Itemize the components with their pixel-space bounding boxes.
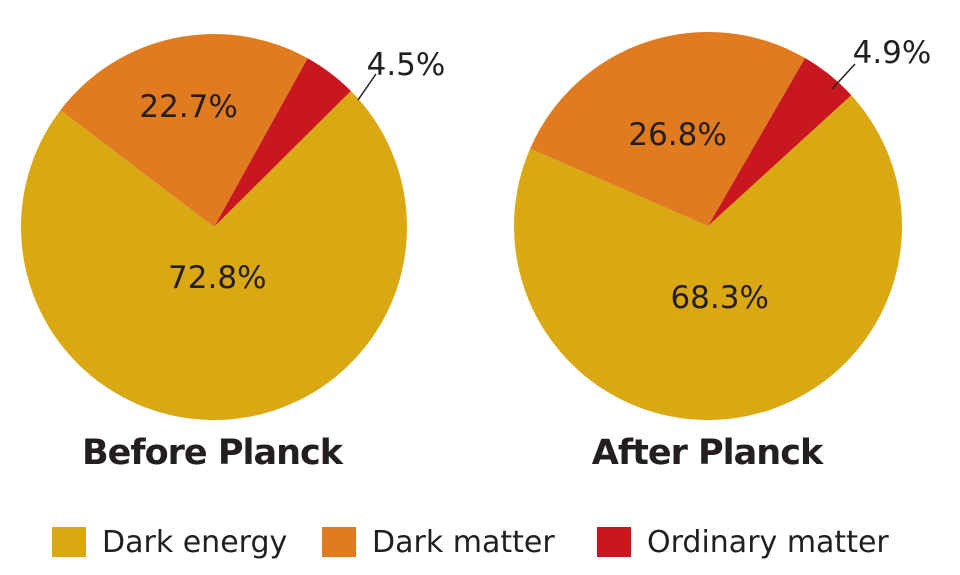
pie-title-after-planck: After Planck — [592, 433, 824, 473]
pie-slice-ordinary-matter — [214, 58, 351, 228]
slice-label-dark-energy: 72.8% — [168, 260, 266, 296]
pie-slice-ordinary-matter — [708, 57, 852, 226]
pie-after-planck: 68.3% 26.8% 4.9% — [513, 32, 932, 421]
legend-item-dark-energy: Dark energy — [52, 512, 287, 572]
leader-line-ordinary-matter — [357, 73, 377, 101]
pie-slice-dark-matter — [60, 33, 308, 227]
legend-swatch-dark-energy — [52, 527, 86, 557]
legend-label-ordinary-matter: Ordinary matter — [647, 524, 889, 560]
slice-label-ordinary-matter: 4.9% — [853, 35, 932, 71]
legend-item-ordinary-matter: Ordinary matter — [597, 512, 889, 572]
pie-title-before-planck: Before Planck — [82, 433, 344, 473]
slice-label-ordinary-matter: 4.5% — [367, 47, 446, 83]
slice-label-dark-matter: 26.8% — [628, 117, 726, 153]
slice-label-dark-energy: 68.3% — [670, 280, 768, 316]
legend-label-dark-matter: Dark matter — [372, 524, 555, 560]
pie-slice-dark-energy — [513, 95, 902, 421]
pie-slice-dark-matter — [530, 32, 805, 226]
slice-label-dark-matter: 22.7% — [139, 89, 237, 125]
legend-item-dark-matter: Dark matter — [322, 512, 555, 572]
pie-slice-dark-energy — [20, 91, 407, 421]
legend: Dark energy Dark matter Ordinary matter — [0, 512, 960, 572]
pie-charts-canvas: 72.8% 22.7% 4.5% 68.3% 26.8% 4.9% Before Pla… — [20, 32, 932, 473]
legend-swatch-ordinary-matter — [597, 527, 631, 557]
leader-line-ordinary-matter — [831, 63, 856, 90]
legend-swatch-dark-matter — [322, 527, 356, 557]
legend-label-dark-energy: Dark energy — [102, 524, 288, 560]
pie-before-planck: 72.8% 22.7% 4.5% — [20, 33, 446, 421]
